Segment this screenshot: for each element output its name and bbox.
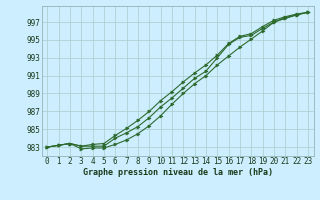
- X-axis label: Graphe pression niveau de la mer (hPa): Graphe pression niveau de la mer (hPa): [83, 168, 273, 177]
